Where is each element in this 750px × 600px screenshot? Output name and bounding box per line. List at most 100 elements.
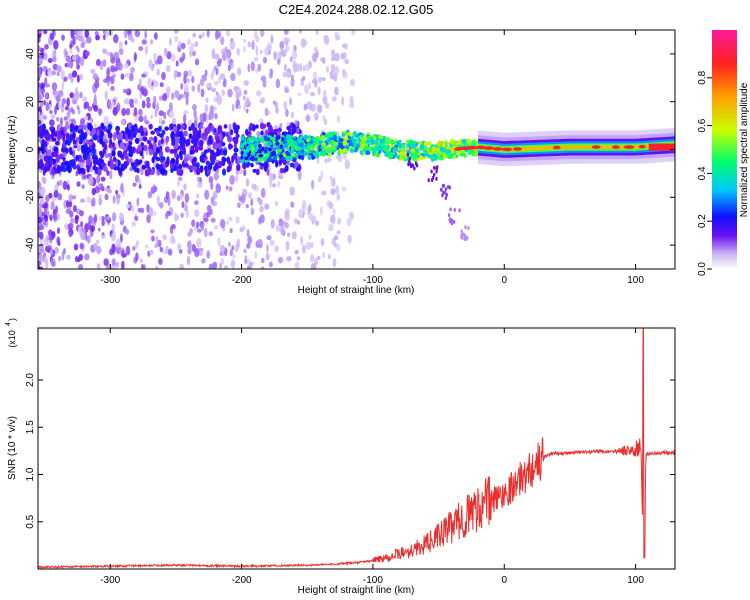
- noise-speck: [38, 30, 43, 34]
- noise-speck: [44, 83, 51, 88]
- snr-panel: -300 -200 -100 0 100 0.5 1.0 1.5 2.0 Height of …: [5, 318, 676, 596]
- noise-speck: [131, 205, 135, 213]
- signal-speck: [142, 136, 148, 142]
- noise-speck: [280, 47, 284, 56]
- noise-speck: [215, 30, 219, 41]
- noise-speck: [256, 130, 261, 137]
- peak-speck: [623, 145, 635, 149]
- noise-speck: [65, 106, 69, 111]
- signal-speck: [205, 160, 210, 166]
- noise-speck: [39, 231, 44, 240]
- signal-speck: [137, 144, 143, 152]
- signal-speck: [262, 123, 267, 129]
- signal-speck: [291, 152, 296, 158]
- signal-speck: [254, 142, 258, 148]
- noise-speck: [191, 219, 196, 227]
- noise-speck: [275, 200, 279, 207]
- noise-speck: [139, 91, 143, 99]
- signal-speck: [235, 124, 240, 130]
- noise-speck: [257, 63, 262, 72]
- noise-speck: [83, 174, 87, 180]
- signal-speck: [240, 135, 245, 141]
- noise-speck: [340, 52, 345, 60]
- signal-speck: [418, 141, 423, 145]
- signal-speck: [62, 135, 66, 143]
- noise-speck: [267, 42, 272, 52]
- noise-speck: [215, 68, 219, 76]
- noise-speck: [280, 225, 285, 236]
- noise-speck: [283, 100, 288, 111]
- noise-speck: [236, 238, 241, 249]
- noise-speck: [246, 242, 251, 249]
- signal-speck: [202, 132, 208, 138]
- signal-speck: [210, 125, 215, 133]
- noise-speck: [38, 253, 44, 263]
- noise-speck: [68, 231, 72, 238]
- signal-speck: [370, 138, 376, 145]
- noise-speck: [63, 116, 68, 121]
- x-tick-label: -200: [232, 575, 252, 586]
- signal-speck: [405, 146, 410, 151]
- noise-speck: [269, 239, 275, 246]
- noise-speck: [227, 88, 233, 98]
- noise-speck: [80, 42, 85, 49]
- noise-speck: [172, 117, 177, 125]
- signal-speck: [53, 146, 59, 153]
- noise-speck: [84, 30, 90, 39]
- signal-speck: [218, 141, 222, 147]
- signal-speck: [331, 145, 336, 150]
- signal-speck: [109, 138, 113, 146]
- snr-y-axis: 0.5 1.0 1.5 2.0: [25, 373, 675, 529]
- noise-speck: [293, 45, 297, 52]
- noise-speck: [42, 221, 47, 226]
- noise-speck: [185, 209, 189, 219]
- signal-speck: [279, 167, 285, 174]
- signal-speck: [290, 145, 295, 152]
- noise-speck: [329, 175, 333, 181]
- signal-speck: [471, 140, 476, 146]
- noise-speck: [221, 48, 226, 55]
- signal-speck: [134, 137, 140, 145]
- noise-speck: [63, 223, 69, 230]
- noise-speck: [297, 92, 302, 97]
- noise-speck: [80, 198, 85, 203]
- signal-speck: [275, 141, 280, 146]
- peak-speck: [611, 145, 620, 149]
- y-tick-label: -40: [25, 237, 36, 252]
- signal-speck: [319, 150, 325, 157]
- noise-speck: [198, 34, 203, 40]
- noise-speck: [84, 101, 90, 109]
- noise-speck: [86, 234, 91, 244]
- noise-speck: [157, 55, 163, 65]
- branch-speck: [407, 162, 410, 167]
- signal-speck: [131, 146, 136, 154]
- signal-speck: [148, 142, 153, 150]
- noise-speck: [277, 57, 281, 66]
- noise-speck: [38, 119, 42, 125]
- noise-speck: [208, 231, 214, 237]
- noise-speck: [79, 73, 84, 81]
- signal-speck: [97, 168, 102, 176]
- noise-speck: [38, 45, 41, 52]
- signal-speck: [313, 139, 318, 145]
- noise-speck: [169, 37, 172, 46]
- branch-speck: [464, 236, 468, 241]
- noise-speck: [49, 32, 55, 41]
- signal-speck: [165, 135, 170, 143]
- noise-speck: [232, 253, 236, 259]
- signal-speck: [468, 148, 473, 153]
- noise-speck: [144, 45, 149, 56]
- noise-speck: [317, 175, 322, 183]
- signal-speck: [365, 150, 371, 155]
- signal-speck: [268, 147, 272, 152]
- noise-speck: [102, 34, 106, 41]
- noise-speck: [194, 200, 199, 206]
- noise-speck: [82, 96, 88, 102]
- noise-speck: [90, 224, 96, 232]
- noise-speck: [278, 219, 284, 227]
- noise-speck: [62, 180, 68, 190]
- noise-speck: [334, 72, 338, 83]
- noise-speck: [266, 244, 269, 253]
- x-tick-label: -300: [100, 275, 120, 286]
- colorbar-tick-label: 0.4: [697, 166, 708, 180]
